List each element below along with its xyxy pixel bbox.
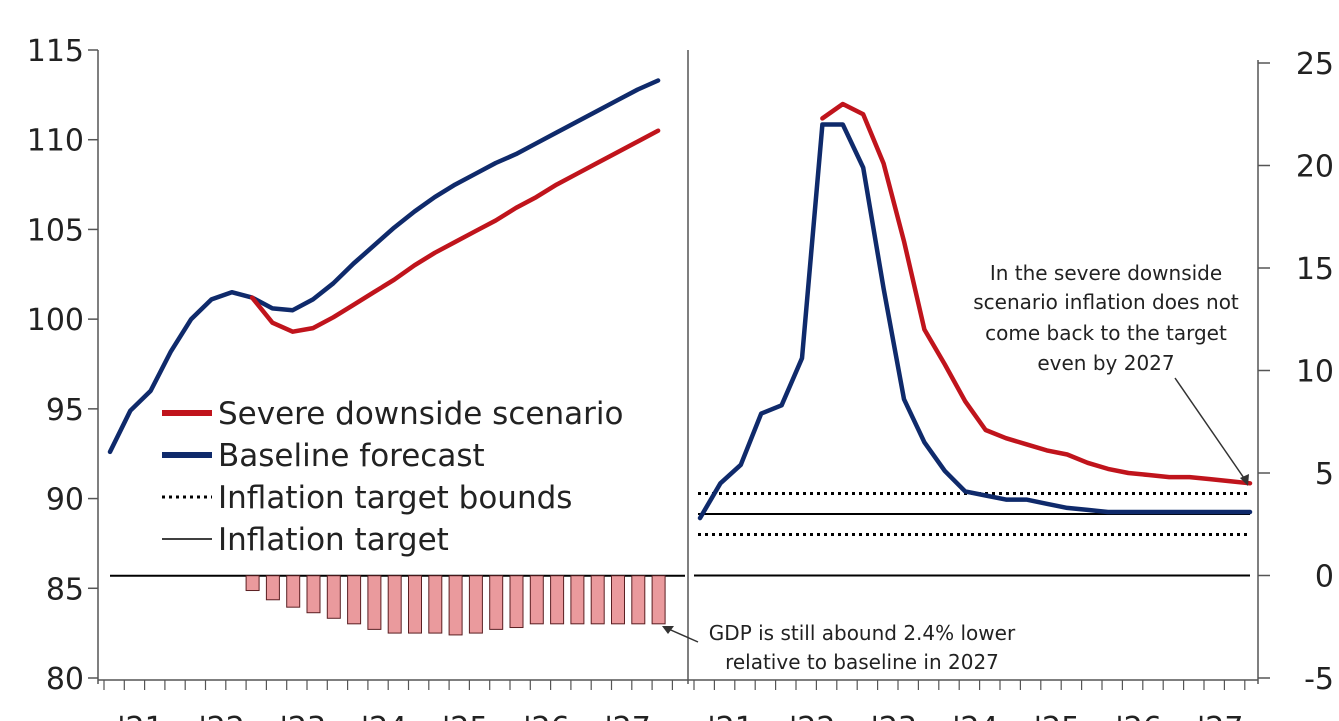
gdp-bar xyxy=(286,575,301,608)
left-y-tick-label: 85 xyxy=(46,572,84,607)
right-x-tick-label: '27 xyxy=(1197,711,1243,721)
annotation-inflation-line-2: scenario inflation does not xyxy=(973,290,1239,314)
right-baseline-line xyxy=(697,122,1253,521)
gdp-bar xyxy=(611,575,625,625)
gdp-bar xyxy=(468,575,483,634)
left-x-tick-label: '23 xyxy=(280,711,326,721)
legend-label-bounds: Inflation target bounds xyxy=(218,480,572,516)
gdp-bar xyxy=(387,575,402,634)
gdp-bar xyxy=(631,575,646,625)
gdp-bar xyxy=(651,575,666,625)
legend: Severe downside scenario Baseline foreca… xyxy=(162,396,623,558)
left-y-tick-label: 105 xyxy=(27,213,84,248)
right-y-tick-label: 0 xyxy=(1315,560,1334,595)
left-x-tick-label: '26 xyxy=(523,711,569,721)
gdp-bar xyxy=(265,575,280,601)
gdp-bar xyxy=(550,575,565,625)
right-y-tick-label: 5 xyxy=(1315,457,1334,492)
gdp-bar xyxy=(408,575,422,634)
right-y-tick-label: 20 xyxy=(1296,150,1334,185)
annotation-gdp: GDP is still abound 2.4% lower relative … xyxy=(662,621,1016,674)
gdp-bar xyxy=(529,575,544,625)
left-severe-line xyxy=(249,128,661,334)
annotation-gdp-arrowhead xyxy=(662,626,674,634)
right-x-tick-label: '23 xyxy=(871,711,917,721)
gdp-bar xyxy=(448,575,463,636)
left-y-tick-label: 115 xyxy=(27,34,84,69)
annotation-inflation-line-3: come back to the target xyxy=(985,321,1227,345)
annotation-inflation-arrow xyxy=(1174,377,1247,482)
left-x-tick-label: '24 xyxy=(361,711,407,721)
left-x-tick-label: '22 xyxy=(198,711,244,721)
annotation-inflation: In the severe downside scenario inflatio… xyxy=(973,261,1249,486)
right-severe-line xyxy=(820,101,1253,486)
left-y-tick-label: 80 xyxy=(46,662,84,697)
annotation-gdp-line-1: GDP is still abound 2.4% lower xyxy=(709,621,1016,645)
right-y-tick-label: 25 xyxy=(1296,47,1334,82)
gdp-bar xyxy=(509,575,524,629)
right-x-tick-label: '25 xyxy=(1034,711,1080,721)
annotation-inflation-line-4: even by 2027 xyxy=(1037,351,1174,375)
gdp-bar xyxy=(489,575,504,630)
left-y-tick-label: 90 xyxy=(46,483,84,518)
annotation-inflation-arrowhead xyxy=(1240,474,1249,486)
left-x-tick-label: '27 xyxy=(604,711,650,721)
right-x-tick-label: '26 xyxy=(1115,711,1161,721)
gdp-bar xyxy=(326,575,341,619)
left-baseline-line xyxy=(107,78,661,455)
left-panel: 80 85 90 95 100 105 110 115 '21 '22 '23 '24 '25 '26 '2… xyxy=(27,34,688,721)
gdp-bar xyxy=(367,575,382,630)
gdp-bar xyxy=(347,575,362,625)
left-y-tick-label: 110 xyxy=(27,124,84,159)
right-panel: -5 0 5 10 15 20 25 '21 '22 '23 '24 '25 '26 '27 xyxy=(687,47,1334,721)
gdp-bar xyxy=(590,575,605,625)
right-y-tick-label: 10 xyxy=(1296,355,1334,390)
gdp-bar xyxy=(570,575,585,625)
legend-label-baseline: Baseline forecast xyxy=(218,438,485,474)
legend-label-severe: Severe downside scenario xyxy=(218,396,623,432)
left-y-tick-label: 95 xyxy=(46,393,84,428)
left-y-tick-label: 100 xyxy=(27,303,84,338)
gdp-bar xyxy=(428,575,443,634)
annotation-inflation-line-1: In the severe downside xyxy=(990,261,1222,285)
right-y-tick-label: -5 xyxy=(1304,662,1334,697)
annotation-gdp-line-2: relative to baseline in 2027 xyxy=(725,650,999,674)
left-x-tick-label: '21 xyxy=(117,711,163,721)
right-y-tick-label: 15 xyxy=(1296,252,1334,287)
left-x-tick-label: '25 xyxy=(442,711,488,721)
right-x-tick-label: '24 xyxy=(952,711,998,721)
right-x-tick-label: '21 xyxy=(707,711,753,721)
gdp-bar xyxy=(306,575,321,614)
right-x-tick-label: '22 xyxy=(789,711,835,721)
legend-label-target: Inflation target xyxy=(218,522,449,558)
gdp-bar xyxy=(245,575,260,592)
